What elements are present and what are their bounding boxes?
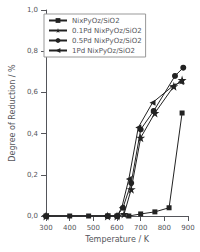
svg-text:1,0: 1,0 [27, 6, 38, 14]
svg-text:Degree of Reduction / %: Degree of Reduction / % [8, 64, 17, 162]
svg-text:0,2: 0,2 [27, 171, 38, 179]
svg-text:1Pd NixPyOz/SiO2: 1Pd NixPyOz/SiO2 [72, 47, 135, 55]
svg-text:400: 400 [63, 224, 76, 232]
svg-text:0.5Pd NixPyOz/SiO2: 0.5Pd NixPyOz/SiO2 [72, 37, 142, 45]
svg-text:700: 700 [134, 224, 147, 232]
svg-text:300: 300 [39, 224, 52, 232]
svg-text:Temperature / K: Temperature / K [84, 235, 149, 244]
svg-text:0,4: 0,4 [27, 130, 39, 138]
svg-text:900: 900 [181, 224, 194, 232]
svg-text:800: 800 [158, 224, 171, 232]
svg-text:0.1Pd NixPyOz/SiO2: 0.1Pd NixPyOz/SiO2 [72, 27, 142, 35]
svg-text:600: 600 [110, 224, 123, 232]
svg-text:500: 500 [87, 224, 100, 232]
svg-text:0,8: 0,8 [27, 47, 38, 55]
svg-text:NixPyOz/SiO2: NixPyOz/SiO2 [72, 17, 120, 25]
svg-text:0,0: 0,0 [27, 212, 38, 220]
svg-text:0,6: 0,6 [27, 88, 39, 96]
